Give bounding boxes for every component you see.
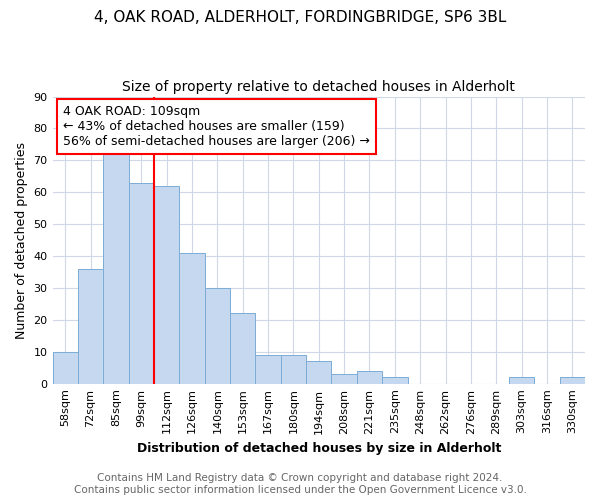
Bar — [103, 151, 128, 384]
X-axis label: Distribution of detached houses by size in Alderholt: Distribution of detached houses by size … — [137, 442, 501, 455]
Bar — [78, 269, 103, 384]
Text: 4 OAK ROAD: 109sqm
← 43% of detached houses are smaller (159)
56% of semi-detach: 4 OAK ROAD: 109sqm ← 43% of detached hou… — [63, 105, 370, 148]
Bar — [179, 253, 205, 384]
Title: Size of property relative to detached houses in Alderholt: Size of property relative to detached ho… — [122, 80, 515, 94]
Bar — [281, 355, 306, 384]
Bar — [154, 186, 179, 384]
Bar — [357, 371, 382, 384]
Bar — [230, 314, 256, 384]
Bar — [306, 362, 331, 384]
Bar — [509, 378, 534, 384]
Bar — [560, 378, 585, 384]
Text: Contains HM Land Registry data © Crown copyright and database right 2024.
Contai: Contains HM Land Registry data © Crown c… — [74, 474, 526, 495]
Bar — [53, 352, 78, 384]
Bar — [128, 182, 154, 384]
Y-axis label: Number of detached properties: Number of detached properties — [15, 142, 28, 338]
Bar — [382, 378, 407, 384]
Text: 4, OAK ROAD, ALDERHOLT, FORDINGBRIDGE, SP6 3BL: 4, OAK ROAD, ALDERHOLT, FORDINGBRIDGE, S… — [94, 10, 506, 25]
Bar — [256, 355, 281, 384]
Bar — [331, 374, 357, 384]
Bar — [205, 288, 230, 384]
